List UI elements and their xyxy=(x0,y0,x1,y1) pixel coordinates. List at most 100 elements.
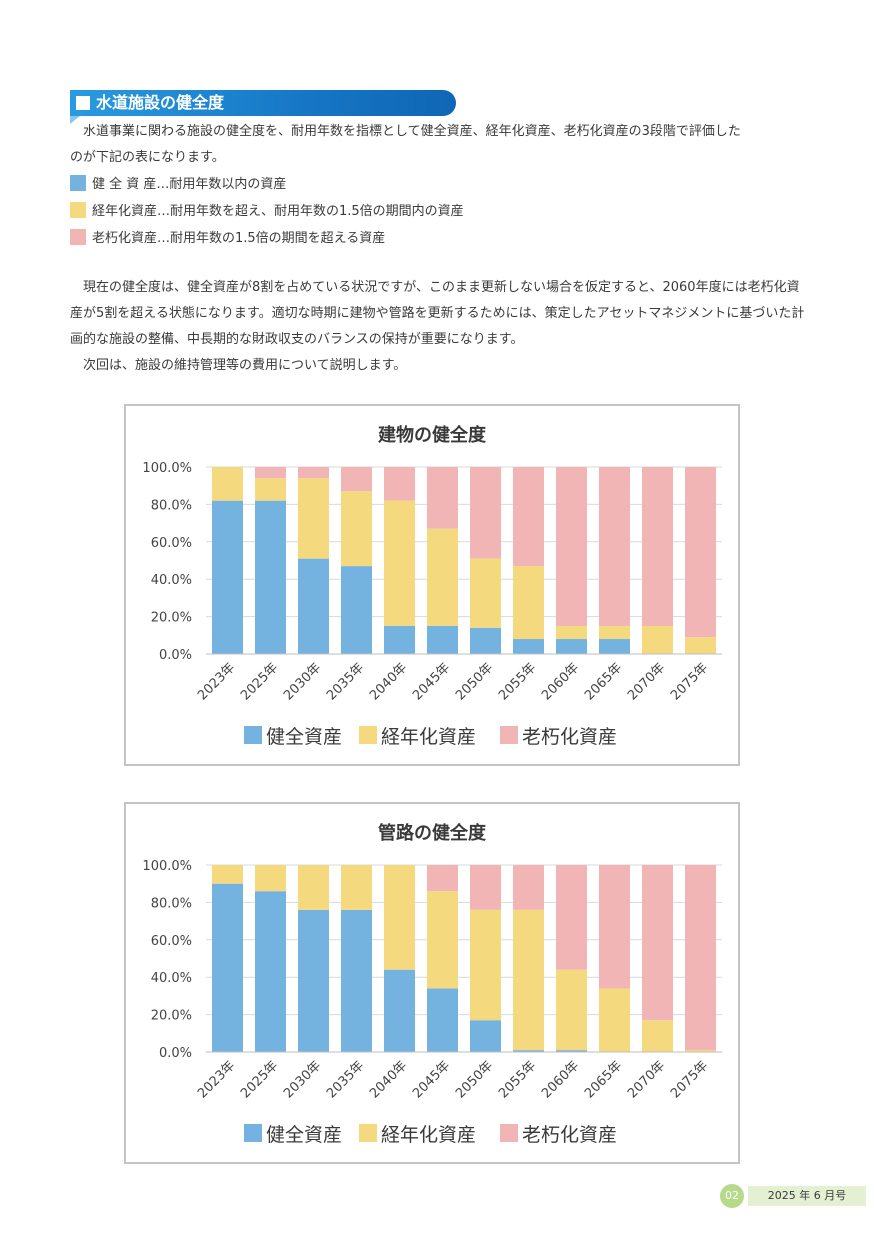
pipeline-chart-bar-deteriorated xyxy=(556,865,587,970)
building-chart-x-tick-label: 2045年 xyxy=(410,660,453,703)
heading-accent xyxy=(70,116,80,124)
body-paragraph: 現在の健全度は、健全資産が8割を占めている状況ですが、このまま更新しない場合を仮… xyxy=(70,275,810,379)
building-chart-bar-deteriorated xyxy=(556,467,587,626)
building-chart-bar-deteriorated xyxy=(341,467,372,492)
building-chart-bar-healthy xyxy=(427,625,458,654)
definition-deteriorated-label: 老朽化資産…耐用年数の1.5倍の期間を超える資産 xyxy=(92,231,386,246)
pipeline-chart-bar-aging xyxy=(341,865,372,910)
building-chart-bar-aging xyxy=(427,528,458,626)
pipeline-chart-bar-aging xyxy=(513,909,544,1051)
pipeline-chart-bar-healthy xyxy=(427,988,458,1052)
pipeline-chart-bar-aging xyxy=(298,865,329,910)
building-chart-bar-aging xyxy=(341,491,372,567)
healthy-swatch xyxy=(70,175,86,191)
pipeline-chart-legend-label: 経年化資産 xyxy=(381,1124,476,1146)
building-chart-bar-healthy xyxy=(384,625,415,654)
body-paragraph-2: 次回は、施設の維持管理等の費用について説明します。 xyxy=(83,358,407,373)
building-chart-bar-aging xyxy=(255,478,286,501)
building-chart-y-tick-label: 0.0% xyxy=(159,648,192,663)
definition-healthy-label: 健 全 資 産…耐用年数以内の資産 xyxy=(92,177,287,192)
pipeline-chart-bar-aging xyxy=(212,865,243,884)
building-chart-x-tick-label: 2025年 xyxy=(238,660,281,703)
building-chart-x-tick-label: 2070年 xyxy=(625,660,668,703)
pipeline-chart-bar-aging xyxy=(427,891,458,989)
pipeline-chart-bar-deteriorated xyxy=(513,865,544,910)
building-chart-bar-healthy xyxy=(341,566,372,654)
building-chart-x-tick-label: 2075年 xyxy=(668,660,711,703)
building-chart-legend-swatch xyxy=(500,726,518,744)
pipeline-chart-x-tick-label: 2025年 xyxy=(238,1058,281,1101)
building-chart-bar-healthy xyxy=(212,500,243,654)
pipeline-chart-legend-label: 健全資産 xyxy=(266,1124,342,1146)
building-chart-bar-aging xyxy=(685,637,716,654)
building-chart-bar-deteriorated xyxy=(470,467,501,559)
building-chart-bar-aging xyxy=(298,478,329,559)
building-chart-bar-aging xyxy=(470,558,501,628)
pipeline-chart-legend-swatch xyxy=(244,1124,262,1142)
building-chart-bar-healthy xyxy=(556,639,587,654)
pipeline-chart-bar-aging xyxy=(255,865,286,892)
pipeline-chart-bar-deteriorated xyxy=(599,865,630,989)
building-chart-bar-deteriorated xyxy=(642,467,673,626)
building-chart-bar-deteriorated xyxy=(298,467,329,479)
building-chart-y-tick-label: 40.0% xyxy=(151,573,192,588)
pipeline-chart-y-tick-label: 100.0% xyxy=(142,859,192,874)
section-heading: 水道施設の健全度 xyxy=(70,90,456,116)
pipeline-chart-legend-swatch xyxy=(500,1124,518,1142)
building-chart-x-tick-label: 2035年 xyxy=(324,660,367,703)
pipeline-chart-bar-healthy xyxy=(341,909,372,1052)
pipeline-chart-bar-healthy xyxy=(212,883,243,1052)
pipeline-chart-x-tick-label: 2045年 xyxy=(410,1058,453,1101)
body-paragraph-1: 現在の健全度は、健全資産が8割を占めている状況ですが、このまま更新しない場合を仮… xyxy=(70,280,805,347)
issue-date: 2025 年 6 月号 xyxy=(748,1186,866,1206)
pipeline-chart-x-tick-label: 2050年 xyxy=(453,1058,496,1101)
deteriorated-swatch xyxy=(70,229,86,245)
building-health-chart-svg: 建物の健全度 100.0% 80.0% 60.0% 40.0% 20.0% 0.0%2023… xyxy=(142,424,722,748)
definition-aging-label: 経年化資産…耐用年数を超え、耐用年数の1.5倍の期間内の資産 xyxy=(92,204,464,219)
building-chart-bar-deteriorated xyxy=(599,467,630,626)
building-chart-legend-swatch xyxy=(359,726,377,744)
building-chart-bar-healthy xyxy=(255,500,286,654)
building-chart-legend-swatch xyxy=(244,726,262,744)
pipeline-chart-bar-healthy xyxy=(513,1050,544,1052)
pipeline-chart-bar-healthy xyxy=(556,1050,587,1052)
building-chart-bar-aging xyxy=(212,467,243,501)
building-chart-bar-aging xyxy=(513,566,544,640)
building-chart-bar-deteriorated xyxy=(513,467,544,567)
pipeline-chart-x-tick-label: 2023年 xyxy=(195,1058,238,1101)
pipeline-chart-x-tick-label: 2075年 xyxy=(668,1058,711,1101)
building-chart-bar-aging xyxy=(642,625,673,654)
building-chart-title: 建物の健全度 xyxy=(378,424,487,446)
building-health-chart: 建物の健全度 100.0% 80.0% 60.0% 40.0% 20.0% 0.0% 2023… xyxy=(124,404,740,766)
pipeline-chart-bar-healthy xyxy=(255,891,286,1052)
building-chart-x-tick-label: 2055年 xyxy=(496,660,539,703)
building-chart-legend-label: 老朽化資産 xyxy=(522,726,617,748)
building-chart-x-tick-label: 2050年 xyxy=(453,660,496,703)
pipeline-chart-legend-label: 老朽化資産 xyxy=(522,1124,617,1146)
pipeline-chart-x-tick-label: 2035年 xyxy=(324,1058,367,1101)
page-number: 02 xyxy=(720,1184,744,1208)
pipeline-chart-y-tick-label: 80.0% xyxy=(151,896,192,911)
pipeline-chart-legend-swatch xyxy=(359,1124,377,1142)
pipeline-chart-x-tick-label: 2070年 xyxy=(625,1058,668,1101)
building-chart-x-tick-label: 2065年 xyxy=(582,660,625,703)
building-chart-y-tick-label: 20.0% xyxy=(151,611,192,626)
pipeline-chart-bar-aging xyxy=(685,1050,716,1052)
pipeline-chart-x-tick-label: 2030年 xyxy=(281,1058,324,1101)
building-chart-y-tick-label: 80.0% xyxy=(151,498,192,513)
intro-paragraph: 水道事業に関わる施設の健全度を、耐用年数を指標として健全資産、経年化資産、老朽化… xyxy=(70,119,810,171)
building-chart-bar-aging xyxy=(599,625,630,640)
building-chart-bar-healthy xyxy=(470,627,501,654)
pipeline-chart-bar-aging xyxy=(384,865,415,970)
building-chart-bar-deteriorated xyxy=(685,467,716,638)
pipeline-chart-y-tick-label: 60.0% xyxy=(151,934,192,949)
pipeline-chart-bar-healthy xyxy=(384,969,415,1052)
pipeline-chart-bar-aging xyxy=(599,988,630,1052)
pipeline-chart-title: 管路の健全度 xyxy=(378,822,487,844)
building-chart-y-tick-label: 60.0% xyxy=(151,536,192,551)
building-chart-bar-healthy xyxy=(513,639,544,654)
pipeline-chart-y-tick-label: 40.0% xyxy=(151,971,192,986)
building-chart-x-tick-label: 2030年 xyxy=(281,660,324,703)
intro-line-2: のが下記の表になります。 xyxy=(70,150,225,165)
definition-aging: 経年化資産…耐用年数を超え、耐用年数の1.5倍の期間内の資産 xyxy=(70,202,464,220)
